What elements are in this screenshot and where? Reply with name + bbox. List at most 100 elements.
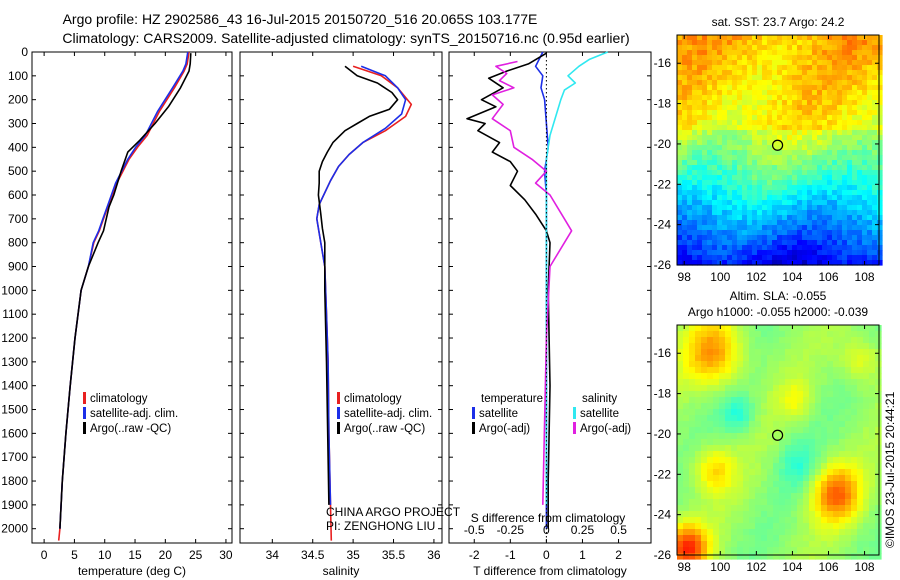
map-cell: [767, 240, 773, 246]
map-cell: [827, 409, 834, 416]
map-cell: [692, 215, 698, 221]
map-cell: [792, 55, 798, 61]
map-cell: [832, 40, 838, 46]
map-cell: [692, 125, 698, 131]
map-cell: [719, 385, 726, 392]
map-cell: [689, 445, 696, 452]
map-cell: [761, 511, 768, 518]
map-cell: [737, 523, 744, 530]
map-cell: [767, 250, 773, 256]
map-cell: [743, 367, 750, 374]
map-cell: [832, 225, 838, 231]
map-cell: [787, 95, 793, 101]
map-cell: [852, 200, 858, 206]
map-cell: [732, 230, 738, 236]
map-cell: [833, 469, 840, 476]
map-cell: [822, 125, 828, 131]
map-cell: [827, 115, 833, 121]
map-cell: [875, 547, 882, 554]
map-cell: [809, 511, 816, 518]
map-cell: [727, 185, 733, 191]
map-cell: [757, 75, 763, 81]
map-cell: [851, 385, 858, 392]
map-cell: [755, 391, 762, 398]
map-cell: [777, 60, 783, 66]
map-cell: [797, 397, 804, 404]
map-cell: [802, 175, 808, 181]
map-cell: [877, 255, 883, 261]
map-cell: [845, 415, 852, 422]
map-cell: [791, 367, 798, 374]
map-cell: [737, 361, 744, 368]
map-cell: [692, 190, 698, 196]
map-cell: [817, 50, 823, 56]
map-cell: [731, 409, 738, 416]
map-cell: [742, 260, 748, 266]
map-cell: [747, 110, 753, 116]
map-cell: [689, 517, 696, 524]
map-cell: [713, 421, 720, 428]
map-cell: [695, 553, 702, 560]
map-cell: [869, 409, 876, 416]
map-cell: [683, 331, 690, 338]
map-cell: [815, 391, 822, 398]
map-cell: [747, 250, 753, 256]
map-cell: [737, 511, 744, 518]
map-cell: [837, 180, 843, 186]
map-cell: [732, 130, 738, 136]
map-cell: [803, 361, 810, 368]
map-cell: [787, 140, 793, 146]
map-cell: [689, 499, 696, 506]
map-cell: [701, 403, 708, 410]
map-cell: [777, 85, 783, 91]
map-cell: [812, 120, 818, 126]
map-cell: [845, 523, 852, 530]
map-cell: [862, 220, 868, 226]
map-cell: [797, 80, 803, 86]
map-cell: [677, 135, 683, 141]
map-cell: [712, 65, 718, 71]
map-cell: [803, 385, 810, 392]
map-cell: [833, 445, 840, 452]
map-cell: [767, 367, 774, 374]
map-cell: [863, 367, 870, 374]
map-cell: [782, 210, 788, 216]
map-cell: [732, 80, 738, 86]
map-cell: [743, 427, 750, 434]
map-cell: [837, 60, 843, 66]
x-tick-label: 5: [71, 548, 78, 562]
map-cell: [832, 160, 838, 166]
map-cell: [725, 445, 732, 452]
map-cell: [877, 150, 883, 156]
map-cell: [722, 170, 728, 176]
map-cell: [677, 325, 684, 332]
map-title: sat. SST: 23.7 Argo: 24.2: [712, 15, 845, 29]
map-cell: [755, 433, 762, 440]
map-cell: [732, 115, 738, 121]
map-cell: [755, 457, 762, 464]
map-cell: [719, 547, 726, 554]
map-cell: [867, 130, 873, 136]
map-cell: [743, 331, 750, 338]
map-cell: [833, 535, 840, 542]
map-cell: [785, 397, 792, 404]
map-cell: [842, 195, 848, 201]
map-cell: [872, 240, 878, 246]
map-cell: [782, 85, 788, 91]
map-cell: [833, 499, 840, 506]
map-cell: [802, 225, 808, 231]
map-cell: [737, 180, 743, 186]
map-cell: [757, 240, 763, 246]
map-cell: [725, 529, 732, 536]
map-cell: [725, 367, 732, 374]
map-cell: [787, 160, 793, 166]
map-cell: [802, 145, 808, 151]
map-cell: [767, 245, 773, 251]
map-cell: [749, 403, 756, 410]
map-cell: [731, 373, 738, 380]
map-cell: [747, 255, 753, 261]
map-cell: [791, 433, 798, 440]
map-cell: [701, 379, 708, 386]
map-cell: [867, 115, 873, 121]
map-cell: [757, 245, 763, 251]
